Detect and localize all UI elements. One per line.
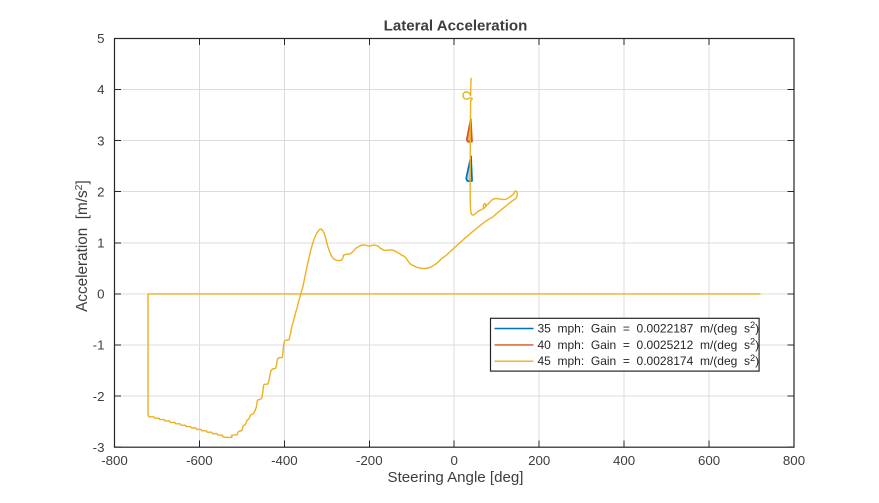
svg-text:800: 800 [783,453,805,468]
svg-text:0: 0 [97,287,104,302]
svg-text:0: 0 [450,453,457,468]
svg-text:2: 2 [97,184,104,199]
svg-text:35 mph: Gain = 0.0022187: 35 mph: Gain = 0.0022187 m/(deg s2) [538,320,760,335]
svg-text:Lateral Acceleration: Lateral Acceleration [384,18,528,35]
svg-text:Acceleration [m/s2]: Acceleration [m/s2] [74,180,91,312]
svg-text:-800: -800 [101,453,128,468]
svg-text:-3: -3 [93,440,105,455]
svg-text:5: 5 [97,31,104,46]
svg-text:45 mph: Gain = 0.0028174: 45 mph: Gain = 0.0028174 m/(deg s2) [538,353,760,368]
svg-text:3: 3 [97,133,104,148]
svg-text:4: 4 [97,82,104,97]
svg-text:40 mph: Gain = 0.0025212: 40 mph: Gain = 0.0025212 m/(deg s2) [538,337,760,352]
svg-text:-1: -1 [93,338,105,353]
svg-text:-2: -2 [93,389,105,404]
svg-text:200: 200 [528,453,550,468]
svg-text:-600: -600 [186,453,213,468]
svg-text:400: 400 [613,453,635,468]
svg-text:-400: -400 [271,453,298,468]
svg-text:600: 600 [698,453,720,468]
svg-text:Steering Angle [deg]: Steering Angle [deg] [388,469,524,486]
svg-text:-200: -200 [356,453,383,468]
svg-text:1: 1 [97,236,104,251]
